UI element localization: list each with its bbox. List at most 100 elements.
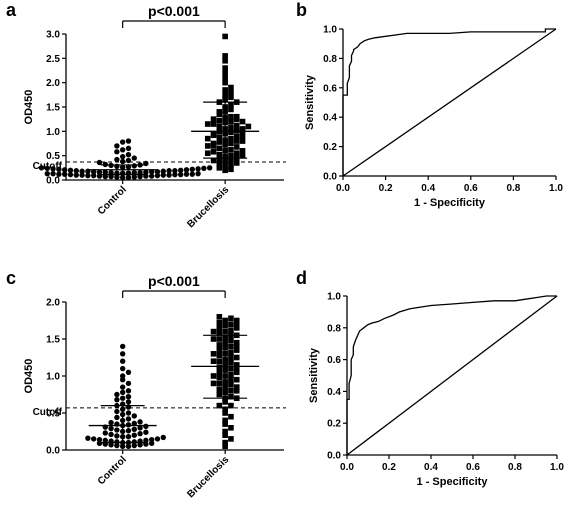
- data-point-brucellosis: [228, 118, 234, 125]
- y-tick-label: 0.8: [327, 323, 341, 334]
- data-point-brucellosis: [228, 106, 234, 113]
- roc-curve: [346, 295, 557, 455]
- data-point-brucellosis: [233, 369, 240, 376]
- data-point-brucellosis: [228, 166, 234, 173]
- data-point-control: [73, 168, 79, 174]
- y-tick-label: 0.2: [327, 419, 341, 430]
- data-point-control: [125, 394, 132, 400]
- data-point-brucellosis: [216, 352, 223, 359]
- data-point-brucellosis: [216, 391, 223, 398]
- data-point-brucellosis: [233, 343, 240, 350]
- data-point-control: [108, 419, 114, 426]
- data-point-brucellosis: [210, 373, 217, 379]
- y-axis-title: Sensitivity: [308, 347, 320, 403]
- x-tick-label: 0.0: [336, 183, 350, 194]
- data-point-brucellosis: [222, 96, 228, 103]
- data-point-brucellosis: [222, 53, 228, 59]
- data-point-control: [61, 167, 68, 173]
- data-point-control: [114, 427, 120, 433]
- data-point-brucellosis: [233, 160, 240, 166]
- panel-letter-b: b: [296, 0, 307, 20]
- y-tick-label: 0.6: [323, 83, 337, 94]
- data-point-control: [96, 436, 103, 443]
- data-point-control: [108, 431, 114, 438]
- data-point-control: [114, 414, 120, 421]
- data-point-control: [143, 429, 149, 435]
- data-point-control: [148, 436, 155, 443]
- y-tick-label: 1.0: [327, 292, 341, 303]
- x-axis-title: 1 - Specificity: [417, 476, 489, 488]
- data-point-control: [119, 174, 126, 181]
- data-point-control: [119, 343, 126, 350]
- data-point-control: [137, 442, 143, 448]
- data-point-control: [119, 373, 126, 379]
- data-point-brucellosis: [228, 343, 234, 350]
- data-point-brucellosis: [216, 109, 223, 115]
- data-point-brucellosis: [233, 365, 240, 372]
- x-tick-label: Brucellosis: [185, 184, 231, 230]
- data-point-brucellosis: [216, 117, 223, 124]
- x-tick-label: 0.4: [424, 462, 438, 473]
- data-point-control: [177, 171, 184, 178]
- panel-letter-d: d: [296, 268, 307, 288]
- data-point-control: [119, 377, 126, 383]
- data-point-control: [177, 167, 184, 173]
- reference-diagonal: [346, 295, 558, 456]
- data-point-brucellosis: [222, 406, 228, 413]
- p-value-label: p<0.001: [148, 273, 200, 289]
- data-point-brucellosis: [233, 384, 240, 390]
- data-point-brucellosis: [222, 70, 228, 76]
- data-point-brucellosis: [216, 330, 223, 336]
- data-point-brucellosis: [210, 380, 217, 387]
- data-point-brucellosis: [228, 393, 234, 400]
- data-point-brucellosis: [216, 139, 223, 145]
- y-tick-label: 2.0: [46, 298, 60, 309]
- data-point-brucellosis: [222, 87, 228, 93]
- y-axis-title: OD450: [23, 90, 35, 125]
- data-point-brucellosis: [233, 122, 240, 129]
- data-point-brucellosis: [228, 388, 234, 394]
- data-point-control: [50, 166, 56, 172]
- y-tick-label: 1.0: [323, 25, 337, 36]
- data-point-brucellosis: [222, 163, 228, 170]
- panel-letter-c: c: [6, 268, 16, 288]
- data-point-brucellosis: [222, 317, 228, 324]
- data-point-brucellosis: [210, 157, 217, 164]
- data-point-control: [61, 171, 68, 177]
- y-tick-label: 0.2: [323, 142, 337, 153]
- y-tick-label: 1.0: [46, 127, 60, 138]
- data-point-brucellosis: [239, 133, 246, 139]
- data-point-brucellosis: [233, 325, 240, 331]
- data-point-control: [137, 431, 143, 437]
- data-point-brucellosis: [222, 92, 228, 98]
- data-point-brucellosis: [210, 140, 217, 147]
- data-point-control: [172, 168, 178, 174]
- x-axis-title: 1 - Specificity: [414, 197, 486, 209]
- data-point-control: [119, 443, 126, 449]
- data-point-brucellosis: [216, 347, 223, 353]
- data-point-control: [108, 442, 114, 448]
- data-point-control: [102, 430, 108, 436]
- data-point-control: [160, 434, 166, 441]
- data-point-brucellosis: [233, 113, 240, 120]
- data-point-brucellosis: [216, 165, 223, 171]
- data-point-control: [44, 170, 50, 177]
- roc-curve: [342, 28, 556, 176]
- data-point-brucellosis: [228, 129, 234, 136]
- data-point-control: [119, 358, 126, 364]
- y-axis-title: OD450: [23, 359, 35, 394]
- data-point-brucellosis: [222, 75, 228, 81]
- data-point-control: [67, 167, 74, 173]
- x-tick-label: 0.2: [382, 462, 396, 473]
- data-point-control: [119, 365, 126, 372]
- data-point-brucellosis: [210, 130, 217, 137]
- data-point-control: [160, 168, 166, 174]
- data-point-brucellosis: [228, 89, 234, 96]
- data-point-control: [114, 149, 120, 155]
- data-point-control: [183, 167, 190, 173]
- data-point-brucellosis: [228, 371, 234, 378]
- data-point-control: [143, 437, 149, 444]
- data-point-brucellosis: [216, 342, 223, 348]
- data-point-control: [195, 170, 201, 177]
